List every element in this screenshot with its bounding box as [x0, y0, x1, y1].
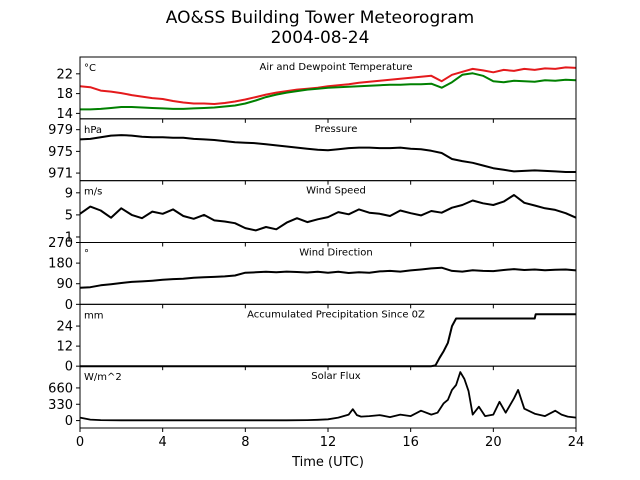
- y-tick-label: 18: [56, 87, 73, 102]
- y-tick-label: 180: [48, 257, 73, 272]
- series-line-3-1: [79, 194, 577, 232]
- panel-title: Pressure: [315, 124, 358, 135]
- panel-title: Accumulated Precipitation Since 0Z: [247, 309, 425, 320]
- y-tick-label: 9: [65, 186, 73, 201]
- series-line-5-1: [80, 313, 576, 368]
- x-tick-label: 16: [402, 435, 419, 450]
- y-tick-label: 0: [65, 414, 73, 429]
- y-tick-label: 24: [56, 320, 73, 335]
- x-tick-label: 4: [159, 435, 167, 450]
- panel-unit-label: m/s: [84, 187, 102, 198]
- panel-4: 0 90 180 270 ° Wind Direction: [48, 236, 577, 313]
- panel-unit-label: °C: [84, 63, 96, 74]
- y-tick-label: 1: [65, 230, 73, 245]
- panel-2: 971 975 979 hPa Pressure: [48, 118, 577, 185]
- y-tick-label: 0: [65, 360, 73, 375]
- x-tick-label: 12: [320, 435, 337, 450]
- x-tick-label: 24: [568, 435, 585, 450]
- series-line-6-1: [79, 371, 577, 422]
- y-tick-label: 22: [56, 67, 73, 82]
- y-tick-label: 5: [65, 208, 73, 223]
- panel-title: Wind Speed: [306, 186, 366, 197]
- panel-3: 1 5 9 m/s Wind Speed: [65, 180, 577, 247]
- y-tick-label: 90: [56, 277, 73, 292]
- y-tick-label: 979: [48, 123, 73, 138]
- series-line-1-1: [79, 66, 577, 105]
- y-tick-label: 660: [48, 381, 73, 396]
- y-tick-label: 975: [48, 145, 73, 160]
- panel-title: Air and Dewpoint Temperature: [260, 62, 413, 73]
- panel-unit-label: mm: [84, 310, 103, 321]
- y-tick-label: 330: [48, 398, 73, 413]
- series-line-1-2: [80, 72, 577, 111]
- y-tick-label: 14: [56, 107, 73, 122]
- chart-title: AO&SS Building Tower Meteorogram: [165, 8, 475, 28]
- series-line-4-1: [79, 266, 577, 289]
- x-tick-label: 8: [241, 435, 249, 450]
- panel-1: 14 18 22 °C Air and Dewpoint Temperature: [56, 56, 577, 123]
- y-tick-label: 0: [65, 298, 73, 313]
- chart-date: 2004-08-24: [270, 28, 370, 48]
- y-tick-label: 12: [56, 340, 73, 355]
- panel-unit-label: W/m^2: [84, 372, 122, 383]
- y-tick-label: 270: [48, 236, 73, 251]
- x-axis-label: Time (UTC): [291, 455, 364, 470]
- panel-title: Solar Flux: [311, 371, 361, 382]
- series-line-2-1: [79, 134, 576, 173]
- x-tick-label: 0: [76, 435, 84, 450]
- panel-unit-label: hPa: [84, 125, 102, 136]
- panel-5: 0 12 24 mm Accumulated Precipitation Since 0…: [56, 303, 577, 375]
- x-tick-label: 20: [485, 435, 502, 450]
- y-tick-label: 971: [48, 167, 73, 182]
- panel-title: Wind Direction: [299, 248, 373, 259]
- panel-unit-label: °: [84, 249, 89, 260]
